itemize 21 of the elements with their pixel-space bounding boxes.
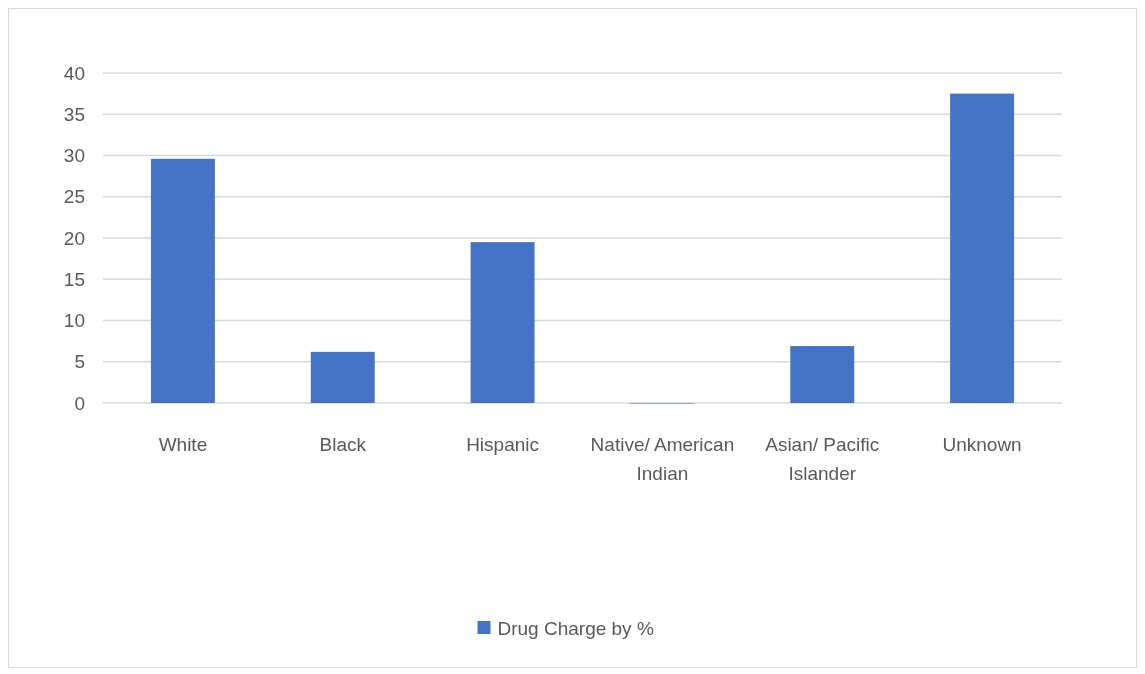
y-tick-label: 0 [74,392,85,414]
bar [470,242,535,403]
x-tick-label: Native/ American Indian [590,434,735,484]
bar [950,93,1015,403]
x-tick-label: White [158,434,208,455]
bar [310,351,375,403]
x-tick-label: Black [319,434,367,455]
x-tick-label: Asian/ Pacific Islander [765,434,880,484]
y-tick-label: 10 [63,310,85,332]
y-tick-label: 15 [63,268,85,290]
y-tick-label: 35 [63,103,85,125]
x-tick-label: Unknown [942,434,1022,455]
x-tick-label: Hispanic [466,434,540,455]
bar [150,158,215,403]
legend-label: Drug Charge by % [497,617,654,639]
y-tick-label: 40 [63,62,85,84]
bar [790,346,855,403]
y-tick-label: 30 [63,145,85,167]
y-tick-label: 25 [63,186,85,208]
y-tick-label: 5 [74,351,85,373]
y-tick-label: 20 [63,227,85,249]
